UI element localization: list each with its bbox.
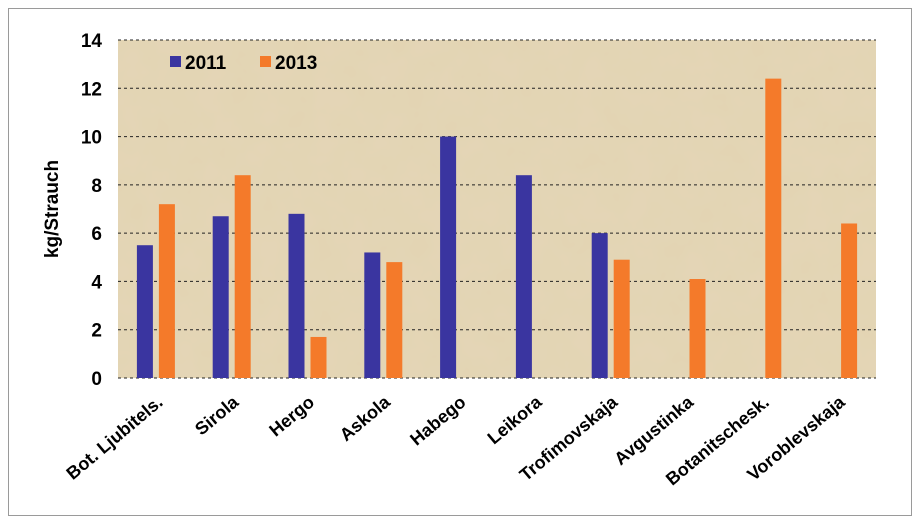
bars	[136, 78, 858, 378]
x-tick-label: Leikora	[484, 391, 547, 448]
bar-2013	[158, 204, 175, 378]
y-tick-label: 2	[91, 321, 102, 342]
bar-2011	[136, 245, 153, 378]
x-tick-label: Bot. Ljubitels.	[62, 392, 166, 484]
bar-2013	[310, 336, 327, 378]
bar-2011	[364, 252, 381, 378]
bar-2013	[841, 223, 858, 378]
legend-label-2013: 2013	[275, 53, 317, 74]
y-tick-label: 6	[91, 224, 102, 245]
legend-label-2011: 2011	[185, 53, 227, 74]
bar-2011	[515, 175, 532, 378]
legend-swatch-2011	[170, 56, 181, 67]
y-tick-label: 12	[81, 79, 102, 100]
bar-2013	[689, 279, 706, 378]
x-axis-labels: Bot. Ljubitels. Sirola Hergo Askola Habego Le…	[62, 391, 849, 489]
bar-2013	[765, 78, 782, 378]
x-tick-label: Hergo	[265, 392, 318, 441]
bar-2013	[386, 262, 403, 378]
bar-2013	[613, 259, 630, 378]
legend: 2011 2013	[170, 53, 317, 74]
y-axis-ticks: 0 2 4 6 8 10 12 14	[81, 31, 103, 390]
bar-2011	[288, 213, 305, 378]
x-tick-label: Habego	[406, 392, 469, 450]
bar-2013	[234, 175, 251, 378]
y-tick-label: 4	[91, 272, 102, 293]
y-tick-label: 0	[91, 369, 102, 390]
bar-2011	[440, 136, 457, 378]
x-tick-label: Sirola	[191, 391, 243, 439]
bar-2011	[591, 233, 608, 378]
y-axis-label: kg/Strauch	[42, 160, 63, 258]
legend-swatch-2013	[260, 56, 271, 67]
y-tick-label: 8	[91, 176, 102, 197]
y-tick-label: 10	[81, 128, 102, 149]
x-tick-label: Askola	[336, 391, 395, 445]
y-tick-label: 14	[81, 31, 103, 52]
plot-background	[118, 40, 876, 378]
bar-2011	[212, 216, 229, 378]
